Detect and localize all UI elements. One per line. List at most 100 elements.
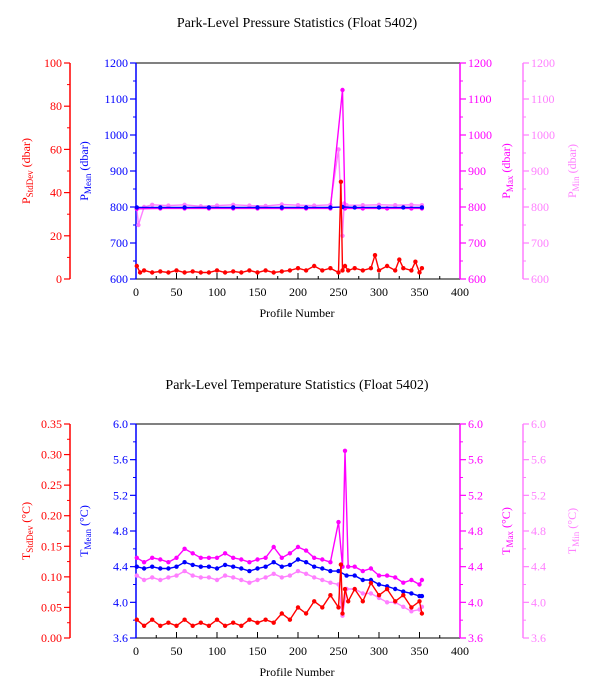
temperature-min-point [279, 575, 284, 580]
pressure-plot-frame [135, 62, 461, 280]
temperature-stddev-point [320, 605, 325, 610]
pressure-stddev-tick-label: 20 [50, 229, 62, 243]
pressure-mean-point [279, 205, 284, 210]
temperature-max-point [312, 555, 317, 560]
temperature-min-point [328, 580, 333, 585]
pressure-stddev-point [417, 270, 422, 275]
pressure-stddev-point [346, 268, 351, 273]
temperature-stddev-point [328, 593, 333, 598]
pressure-stddev-point [376, 268, 382, 273]
pressure-stddev-point [393, 268, 398, 273]
pressure-stddev-point [409, 268, 414, 273]
temperature-stddev-point [303, 611, 309, 616]
temperature-mean-point [419, 593, 425, 599]
temperature-stddev-point [263, 617, 268, 622]
temperature-mean-tick-label: 4.8 [113, 524, 128, 538]
pressure-mean-tick-label: 700 [110, 236, 128, 250]
temperature-mean-point [336, 568, 341, 574]
temperature-max-tick-label: 5.2 [468, 488, 483, 502]
pressure-min-tick-label: 1100 [531, 92, 555, 106]
temperature-min-point [231, 575, 236, 580]
temperature-mean-point [409, 591, 414, 596]
temperature-mean-tick-label: 4.0 [113, 595, 128, 609]
pressure-stddev-point [328, 266, 333, 271]
pressure-min-tick-label: 1000 [531, 128, 555, 142]
pressure-min-point [360, 203, 365, 208]
temperature-mean-tick-label: 5.2 [113, 488, 128, 502]
temperature-min-point [214, 577, 220, 583]
pressure-mean-tick-label: 900 [110, 164, 128, 178]
pressure-stddev-point [158, 269, 163, 274]
temperature-mean-point [231, 564, 236, 569]
temperature-mean-point [279, 564, 284, 569]
temperature-min-point [295, 568, 301, 574]
temperature-mean-point [158, 566, 163, 571]
temperature-stddev-point [340, 611, 345, 616]
temperature-max-point [174, 555, 179, 560]
temperature-max-point [158, 557, 163, 562]
temperature-max-point [255, 557, 260, 562]
temperature-stddev-point [417, 599, 422, 604]
temperature-max-point [206, 555, 212, 560]
temperature-stddev-point [247, 617, 252, 622]
temperature-stddev-point [166, 620, 171, 625]
temperature-x-tick-label: 150 [249, 644, 267, 658]
pressure-x-axis-label: Profile Number [260, 306, 335, 320]
temperature-max-point [231, 555, 236, 560]
temperature-stddev-point [376, 593, 382, 598]
pressure-mean-tick-label: 1100 [104, 92, 128, 106]
temperature-mean-point [222, 562, 228, 568]
temperature-mean-point [344, 573, 349, 578]
pressure-stddev-point [231, 269, 236, 274]
pressure-mean-point [419, 205, 425, 210]
temperature-min-point [312, 575, 317, 580]
temperature-stddev-tick-label: 0.20 [41, 509, 62, 523]
pressure-max-tick-label: 800 [468, 200, 486, 214]
pressure-x-tick-label: 150 [249, 285, 267, 299]
temperature-max-point [409, 577, 414, 583]
pressure-stddev-point [401, 266, 406, 271]
pressure-stddev-point [279, 269, 284, 274]
temperature-min-point [303, 571, 309, 576]
temperature-mean-point [190, 562, 195, 568]
temperature-stddev-point [158, 623, 163, 628]
temperature-max-point [214, 555, 220, 560]
pressure-stddev-tick-label: 80 [50, 99, 62, 113]
temperature-min-tick-label: 4.4 [531, 560, 546, 574]
pressure-min-line [136, 149, 422, 236]
temperature-max-point [328, 560, 333, 565]
temperature-mean-point [393, 586, 398, 592]
temperature-max-tick-label: 4.8 [468, 524, 483, 538]
temperature-max-point [376, 573, 382, 578]
temperature-min-point [409, 609, 414, 614]
pressure-mean-point [206, 205, 212, 210]
temperature-max-point [384, 573, 390, 578]
pressure-max-tick-label: 1100 [468, 92, 492, 106]
temperature-min-point [247, 580, 252, 585]
temperature-min-tick-label: 4.8 [531, 524, 546, 538]
pressure-stddev-line [136, 181, 423, 275]
temperature-min-point [255, 577, 260, 583]
temperature-min-point [239, 577, 244, 583]
temperature-mean-point [255, 566, 260, 571]
pressure-stddev-point [413, 259, 418, 264]
temperature-min-point [190, 573, 195, 578]
temperature-min-point [384, 600, 390, 605]
temperature-max-point [166, 560, 171, 565]
pressure-stddev-point [166, 270, 171, 275]
temperature-max-point [239, 557, 244, 562]
pressure-stddev-point [190, 269, 195, 274]
temperature-mean-point [352, 573, 357, 578]
pressure-mean-axis-title: PMean (dbar) [77, 141, 93, 201]
temperature-min-tick-label: 5.6 [531, 453, 546, 467]
temperature-max-point [134, 555, 139, 560]
temperature-stddev-point [174, 623, 179, 628]
temperature-stddev-point [190, 623, 195, 628]
temperature-max-tick-label: 4.4 [468, 560, 483, 574]
pressure-min-point [295, 203, 301, 208]
pressure-stddev-point [372, 253, 378, 258]
temperature-stddev-point [239, 623, 244, 628]
pressure-min-point [150, 202, 155, 207]
temperature-min-point [401, 604, 406, 609]
temperature-mean-point [134, 564, 139, 569]
